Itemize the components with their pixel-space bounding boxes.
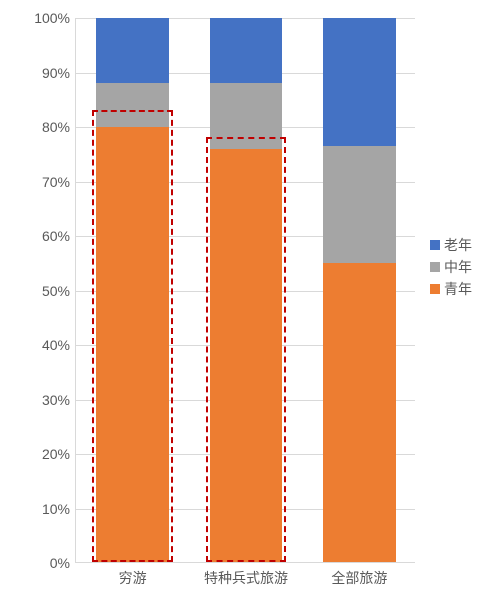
- x-axis-label: 全部旅游: [331, 568, 387, 588]
- bar-segment-middle: [323, 146, 396, 263]
- legend-item: 老年: [430, 235, 472, 255]
- y-tick-label: 50%: [42, 283, 76, 299]
- x-axis-label: 特种兵式旅游: [204, 568, 288, 588]
- bar-segment-old: [210, 18, 283, 83]
- y-tick-label: 80%: [42, 119, 76, 135]
- y-tick-label: 10%: [42, 501, 76, 517]
- bar-group: [96, 18, 169, 562]
- y-tick-label: 0%: [50, 555, 76, 571]
- y-tick-label: 40%: [42, 337, 76, 353]
- legend-item: 中年: [430, 257, 472, 277]
- plot-area: 0%10%20%30%40%50%60%70%80%90%100%穷游特种兵式旅…: [75, 18, 415, 563]
- bar-segment-old: [323, 18, 396, 146]
- bar-segment-youth: [210, 149, 283, 562]
- bar-group: [323, 18, 396, 562]
- y-tick-label: 70%: [42, 174, 76, 190]
- stacked-bar-chart: 0% 10% 20% 30% 40% 50% 60% 70% 80% 90% 100% 穷游 特种兵式旅…: [0, 0, 500, 609]
- x-axis-label: 穷游: [119, 568, 147, 588]
- legend-label: 中年: [444, 257, 472, 277]
- legend-swatch: [430, 240, 440, 250]
- legend-item: 青年: [430, 279, 472, 299]
- legend-swatch: [430, 284, 440, 294]
- bar-group: [210, 18, 283, 562]
- bar-segment-youth: [323, 263, 396, 562]
- y-tick-label: 60%: [42, 228, 76, 244]
- legend-swatch: [430, 262, 440, 272]
- bar-segment-middle: [210, 83, 283, 148]
- y-tick-label: 90%: [42, 65, 76, 81]
- bars-layer: [76, 18, 415, 562]
- legend: 老年中年青年: [430, 235, 472, 301]
- y-tick-label: 100%: [34, 10, 76, 26]
- y-tick-label: 30%: [42, 392, 76, 408]
- bar-segment-middle: [96, 83, 169, 127]
- bar-segment-youth: [96, 127, 169, 562]
- legend-label: 青年: [444, 279, 472, 299]
- bar-segment-old: [96, 18, 169, 83]
- y-tick-label: 20%: [42, 446, 76, 462]
- legend-label: 老年: [444, 235, 472, 255]
